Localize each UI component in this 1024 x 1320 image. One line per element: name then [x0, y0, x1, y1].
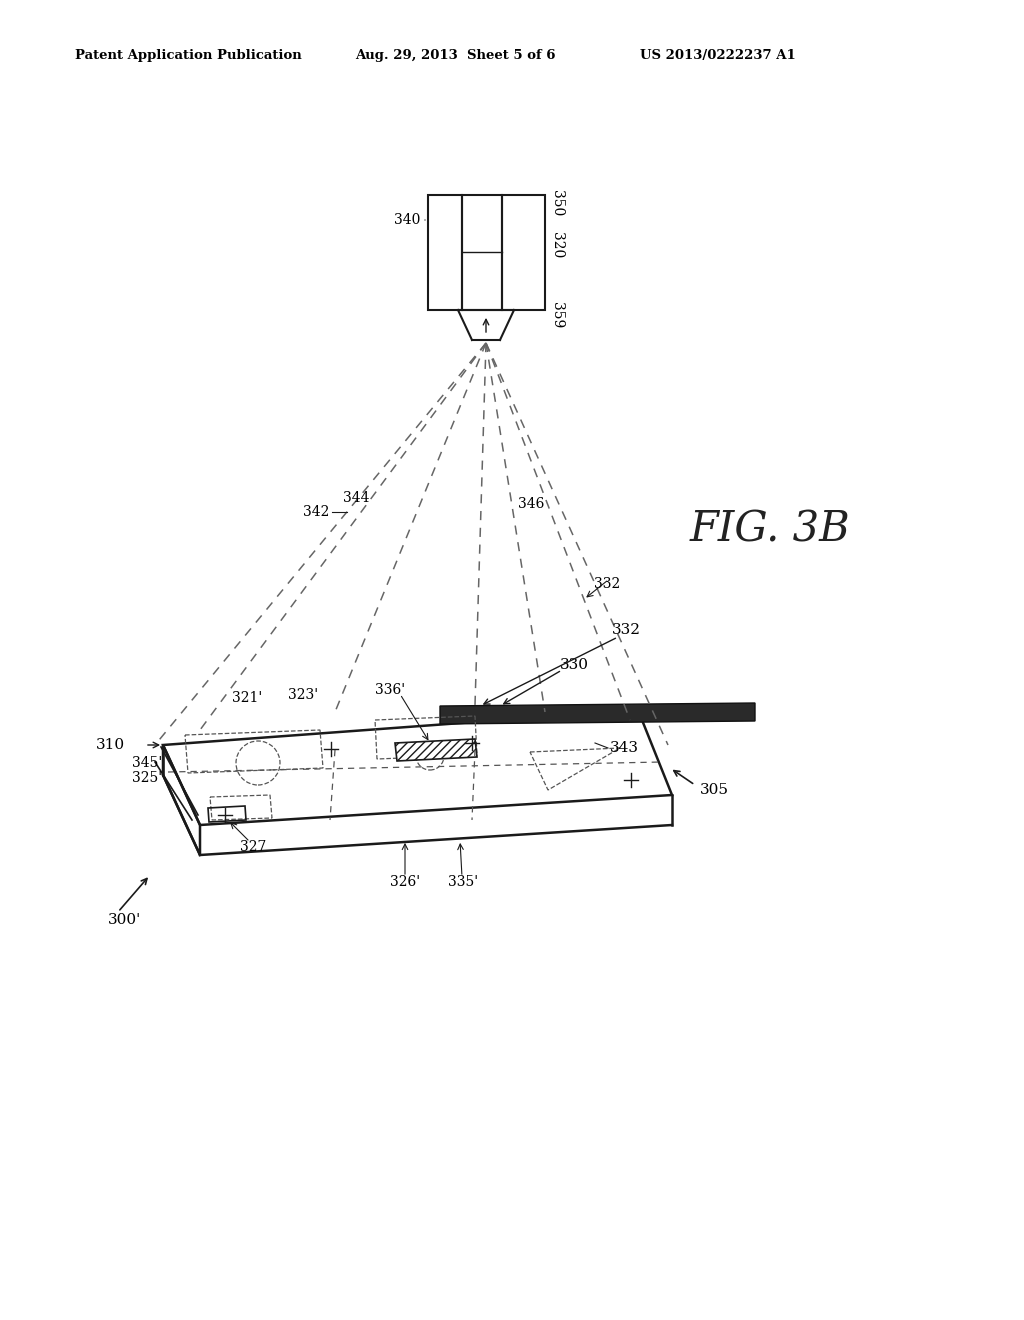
Polygon shape [440, 704, 755, 723]
Text: 327: 327 [240, 840, 266, 854]
Text: 300': 300' [108, 913, 141, 927]
Text: 305: 305 [700, 783, 729, 797]
Text: 323': 323' [288, 688, 318, 702]
Text: 310: 310 [96, 738, 125, 752]
Text: 359: 359 [550, 302, 564, 329]
Text: 344: 344 [343, 491, 370, 506]
Text: 320: 320 [550, 232, 564, 259]
Text: 336': 336' [375, 682, 406, 697]
Text: 340: 340 [393, 213, 420, 227]
Text: 342: 342 [303, 504, 329, 519]
Text: FIG. 3B: FIG. 3B [690, 510, 851, 550]
Text: 321': 321' [231, 690, 262, 705]
Text: 343: 343 [610, 741, 639, 755]
Text: 330: 330 [560, 657, 589, 672]
Text: Aug. 29, 2013  Sheet 5 of 6: Aug. 29, 2013 Sheet 5 of 6 [355, 49, 555, 62]
Polygon shape [395, 739, 477, 762]
Text: 350: 350 [550, 190, 564, 216]
Text: 345': 345' [132, 756, 162, 770]
Text: 346: 346 [517, 498, 544, 511]
Text: 332: 332 [612, 623, 641, 638]
Text: Patent Application Publication: Patent Application Publication [75, 49, 302, 62]
Text: 325': 325' [132, 771, 162, 785]
Text: 332: 332 [594, 577, 621, 591]
Text: 335': 335' [447, 875, 478, 888]
Text: 326': 326' [390, 875, 420, 888]
Text: US 2013/0222237 A1: US 2013/0222237 A1 [640, 49, 796, 62]
